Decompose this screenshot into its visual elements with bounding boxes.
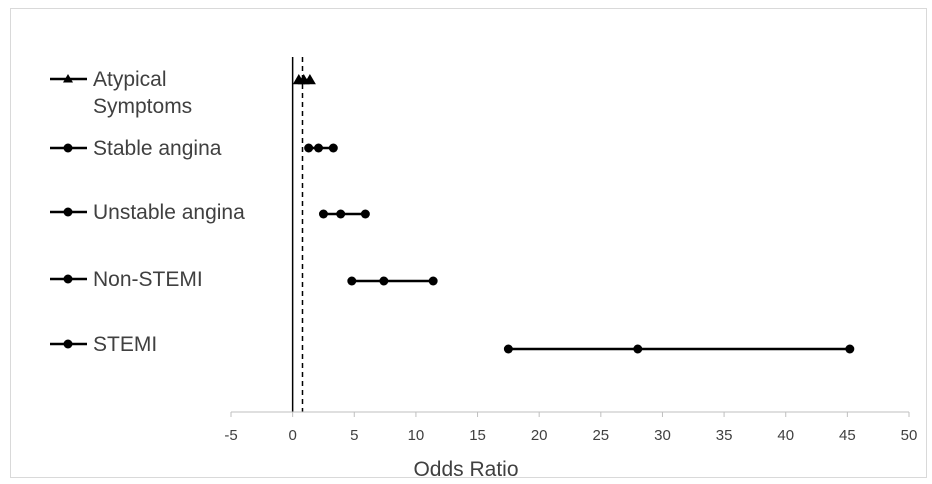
legend-label: STEMI [93, 333, 157, 356]
x-tick-label: 40 [777, 427, 794, 444]
ci-low-point [347, 276, 357, 286]
x-tick-label: 20 [531, 427, 548, 444]
legend-label: Atypical [93, 68, 167, 91]
legend-swatch-marker [63, 207, 73, 217]
x-tick-label: 5 [350, 427, 358, 444]
ci-low-point [503, 344, 513, 354]
legend-swatch-marker [63, 339, 73, 349]
ci-high-point [328, 143, 338, 153]
legend-entry: Atypical Symptoms [50, 68, 192, 118]
x-tick-label: 35 [716, 427, 733, 444]
legend-entry: STEMI [50, 333, 157, 356]
legend: Atypical Symptoms Stable angina Unstable an… [50, 68, 245, 356]
ci-high-point [303, 74, 316, 85]
legend-swatch-marker [63, 143, 73, 153]
x-tick-label: 15 [469, 427, 486, 444]
ci-high-point [845, 344, 855, 354]
x-axis-title: Odds Ratio [413, 458, 518, 481]
series-row [347, 276, 438, 286]
reference-lines [291, 57, 304, 412]
x-axis: -5 0 5 10 15 20 25 30 35 40 45 50 [224, 411, 918, 444]
estimate-point [379, 276, 389, 286]
x-tick-label: 10 [408, 427, 425, 444]
x-tick-label: 45 [839, 427, 856, 444]
series-rows [292, 74, 855, 354]
legend-label: Non-STEMI [93, 268, 203, 291]
x-tick-label: 50 [901, 427, 918, 444]
legend-entry: Non-STEMI [50, 268, 203, 291]
estimate-point [336, 209, 346, 219]
legend-label: Symptoms [93, 95, 192, 118]
legend-swatch-marker [63, 274, 73, 284]
series-row [304, 143, 338, 153]
ci-low-point [318, 209, 328, 219]
ci-low-point [304, 143, 314, 153]
estimate-point [314, 143, 324, 153]
x-tick-label: 0 [288, 427, 296, 444]
legend-entry: Stable angina [50, 137, 222, 160]
legend-swatch-marker [63, 74, 73, 83]
series-row [503, 344, 855, 354]
legend-label: Stable angina [93, 137, 222, 160]
ci-high-point [360, 209, 370, 219]
ci-high-point [428, 276, 438, 286]
series-row [292, 74, 316, 85]
x-tick-label: 30 [654, 427, 671, 444]
estimate-point [633, 344, 643, 354]
x-tick-label: -5 [224, 427, 237, 444]
x-tick-label: 25 [592, 427, 609, 444]
chart-frame [10, 8, 927, 478]
legend-label: Unstable angina [93, 201, 245, 224]
legend-entry: Unstable angina [50, 201, 245, 224]
series-row [318, 209, 370, 219]
